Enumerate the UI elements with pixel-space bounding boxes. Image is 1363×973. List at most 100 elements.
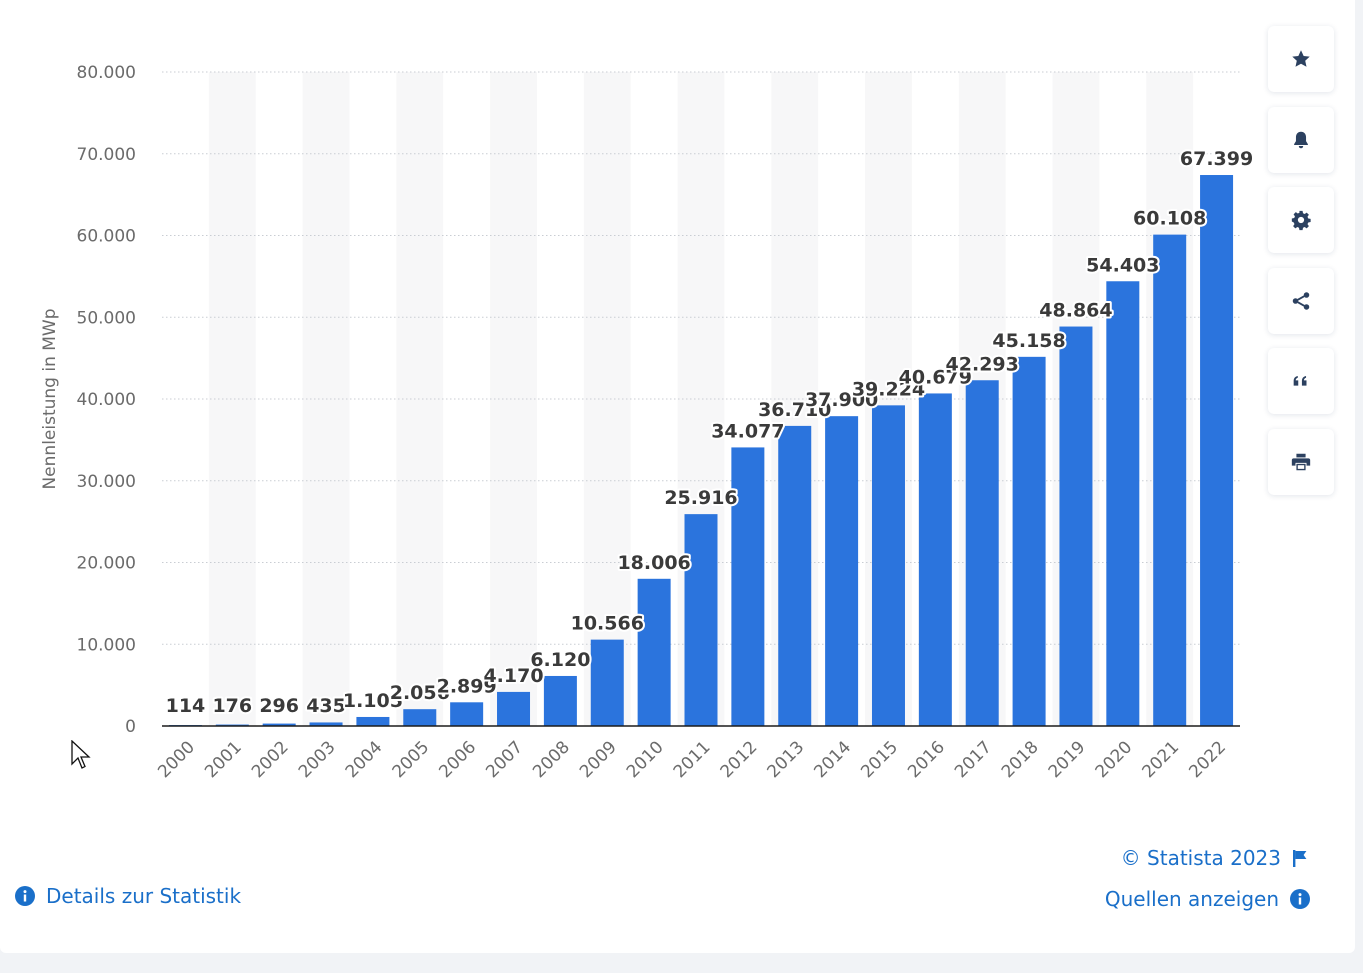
favorite-button[interactable] — [1268, 26, 1334, 92]
bar[interactable] — [778, 425, 812, 726]
y-tick-label: 70.000 — [77, 145, 136, 165]
bar[interactable] — [543, 675, 577, 726]
data-label: 18.006 — [617, 552, 690, 574]
settings-button[interactable] — [1268, 187, 1334, 253]
x-tick-label: 2014 — [810, 737, 855, 782]
data-label: 4.170 — [483, 665, 543, 687]
flag-icon — [1293, 849, 1307, 867]
y-tick-label: 30.000 — [77, 472, 136, 492]
cite-button[interactable] — [1268, 348, 1334, 414]
chart-toolbar — [1268, 26, 1334, 509]
data-label: 36.710 — [758, 399, 831, 421]
data-label: 60.108 — [1133, 208, 1206, 230]
details-link[interactable]: Details zur Statistik — [15, 884, 241, 908]
data-label: 45.158 — [992, 330, 1065, 352]
data-label: 6.120 — [530, 649, 590, 671]
data-label: 2.899 — [437, 675, 497, 697]
data-label: 39.224 — [852, 378, 925, 400]
x-tick-label: 2013 — [764, 737, 809, 782]
data-label: 114 — [166, 695, 206, 717]
x-tick-label: 2000 — [154, 737, 199, 782]
x-tick-label: 2003 — [295, 737, 340, 782]
bar[interactable] — [918, 393, 952, 726]
x-tick-label: 2016 — [904, 737, 949, 782]
bar[interactable] — [637, 578, 671, 726]
print-button[interactable] — [1268, 428, 1334, 495]
share-button[interactable] — [1268, 267, 1334, 334]
copyright-text: © Statista 2023 — [1120, 846, 1281, 870]
data-label: 67.399 — [1180, 148, 1253, 170]
data-label: 37.900 — [805, 389, 878, 411]
x-tick-label: 2018 — [998, 737, 1043, 782]
x-tick-label: 2007 — [482, 737, 527, 782]
bar-chart: 0 10.000 20.000 30.000 40.000 50.000 60.000 70.… — [40, 63, 1255, 782]
chart-card: 0 10.000 20.000 30.000 40.000 50.000 60.000 70.… — [0, 0, 1355, 953]
column-band — [490, 72, 537, 726]
bar[interactable] — [731, 447, 765, 726]
bar[interactable] — [1153, 234, 1187, 726]
notification-button[interactable] — [1268, 106, 1334, 173]
x-tick-label: 2015 — [857, 737, 902, 782]
y-tick-label: 50.000 — [77, 308, 136, 328]
y-tick-label: 0 — [125, 717, 136, 737]
details-label: Details zur Statistik — [46, 884, 242, 908]
data-label: 48.864 — [1039, 300, 1112, 322]
bar[interactable] — [356, 716, 390, 726]
x-tick-label: 2004 — [342, 737, 387, 782]
data-label: 25.916 — [664, 487, 737, 509]
bar[interactable] — [1106, 281, 1140, 726]
x-tick-label: 2006 — [435, 737, 480, 782]
bar[interactable] — [403, 709, 437, 726]
x-tick-label: 2011 — [670, 737, 715, 782]
bar[interactable] — [497, 691, 531, 726]
data-label: 34.077 — [711, 420, 784, 442]
column-band — [208, 72, 256, 726]
info-icon — [1290, 889, 1310, 909]
x-tick-label: 2012 — [717, 737, 762, 782]
bar[interactable] — [309, 722, 343, 726]
x-tick-label: 2019 — [1045, 737, 1090, 782]
data-label: 296 — [259, 695, 299, 717]
y-tick-label: 10.000 — [77, 635, 136, 655]
bar[interactable] — [825, 416, 859, 726]
y-tick-label: 20.000 — [77, 554, 136, 574]
x-tick-label: 2021 — [1138, 737, 1183, 782]
share-icon — [1292, 291, 1310, 310]
data-label: 176 — [212, 695, 252, 717]
data-label: 435 — [306, 695, 346, 717]
quote-icon — [1293, 375, 1307, 386]
sources-link[interactable]: Quellen anzeigen — [1105, 887, 1310, 911]
data-label: 40.679 — [899, 366, 972, 388]
x-tick-label: 2002 — [248, 737, 293, 782]
info-icon — [15, 886, 35, 906]
star-icon — [1292, 50, 1310, 67]
y-tick-label: 80.000 — [77, 63, 136, 83]
bar[interactable] — [590, 639, 624, 726]
x-tick-label: 2022 — [1185, 737, 1230, 782]
mouse-cursor-icon — [71, 740, 91, 769]
bar[interactable] — [1059, 326, 1093, 726]
bar[interactable] — [1012, 356, 1046, 726]
y-tick-label: 60.000 — [77, 227, 136, 247]
x-tick-label: 2001 — [201, 737, 246, 782]
x-tick-label: 2017 — [951, 737, 996, 782]
statista-copyright-link[interactable]: © Statista 2023 — [1121, 846, 1307, 870]
x-tick-label: 2008 — [529, 737, 574, 782]
bar[interactable] — [262, 723, 296, 726]
x-tick-label: 2005 — [389, 737, 434, 782]
data-label: 1.105 — [343, 690, 403, 712]
data-label: 2.056 — [390, 682, 450, 704]
x-tick-label: 2010 — [623, 737, 668, 782]
x-tick-label: 2020 — [1092, 737, 1137, 782]
printer-icon — [1291, 453, 1311, 470]
bar[interactable] — [450, 702, 484, 726]
bar[interactable] — [684, 514, 718, 726]
bar[interactable] — [1200, 175, 1234, 726]
bar[interactable] — [965, 380, 999, 726]
y-axis-label: Nennleistung in MWp — [40, 308, 60, 489]
x-tick-label: 2009 — [576, 737, 621, 782]
bell-icon — [1294, 131, 1308, 148]
gear-icon — [1291, 210, 1311, 231]
bar[interactable] — [871, 405, 905, 726]
sources-label: Quellen anzeigen — [1104, 887, 1279, 911]
